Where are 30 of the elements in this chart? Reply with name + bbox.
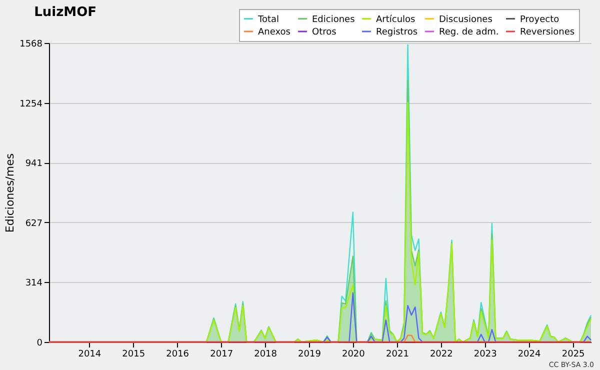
legend-label: Discusiones (439, 14, 493, 25)
y-tick-label: 314 (25, 278, 43, 289)
x-tick-label: 2023 (474, 350, 497, 360)
x-tick-label: 2018 (254, 350, 278, 360)
y-tick-label: 941 (25, 159, 42, 170)
y-tick-label: 1254 (20, 99, 43, 110)
legend-label: Proyecto (520, 14, 560, 25)
legend-label: Otros (312, 28, 337, 38)
legend-label: Total (257, 14, 280, 25)
legend-label: Ediciones (312, 14, 356, 25)
x-tick-label: 2019 (298, 350, 322, 360)
legend-label: Reg. de adm. (439, 28, 499, 38)
y-tick-label: 0 (36, 338, 43, 348)
x-tick-label: 2016 (166, 350, 190, 360)
x-tick-label: 2022 (430, 350, 453, 360)
y-tick-label: 627 (25, 218, 42, 229)
x-tick-label: 2014 (78, 350, 102, 360)
x-tick-label: 2024 (518, 350, 541, 360)
y-tick-label: 1568 (20, 40, 43, 50)
x-tick-label: 2021 (386, 350, 409, 360)
legend-label: Reversiones (520, 28, 575, 38)
x-tick-label: 2025 (562, 350, 585, 360)
legend-label: Registros (376, 28, 418, 38)
chart-title: LuizMOF (34, 5, 97, 20)
x-tick-label: 2015 (122, 350, 146, 360)
legend-label: Anexos (258, 28, 291, 38)
x-tick-label: 2017 (210, 350, 234, 360)
y-axis-title: Ediciones/mes (4, 153, 17, 233)
legend-label: Artículos (376, 14, 416, 25)
x-tick-label: 2020 (342, 350, 366, 360)
